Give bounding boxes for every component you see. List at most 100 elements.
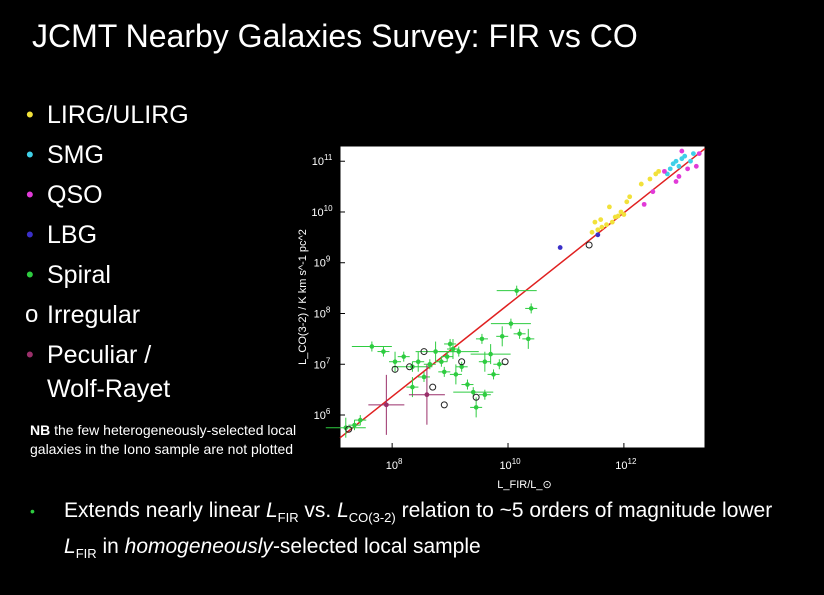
data-point	[433, 349, 438, 354]
data-point	[656, 168, 662, 174]
data-point	[673, 158, 679, 164]
footnote: NB the few heterogeneously-selected loca…	[30, 421, 305, 459]
legend-item-peculiar-cont: Wolf-Rayet	[26, 372, 189, 406]
summary-part: in	[96, 535, 125, 559]
y-axis-label: L_CO(3-2) / K km s^-1 pc^2	[297, 229, 309, 365]
y-tick-label: 109	[314, 255, 331, 270]
data-point	[604, 222, 609, 228]
data-point	[440, 401, 448, 409]
legend-list: • LIRG/ULIRG • SMG • QSO • LBG • Spiral o Irre…	[25, 98, 189, 406]
note-text: the few heterogeneously-selected local g…	[30, 422, 297, 457]
legend-item-irregular: o Irregular	[25, 298, 189, 338]
note-nb: NB	[30, 422, 51, 438]
data-point	[450, 346, 456, 352]
data-point	[488, 351, 493, 357]
legend-item-smg: • SMG	[26, 138, 189, 178]
data-point	[525, 336, 531, 342]
data-point	[482, 392, 488, 398]
legend-label: LIRG/ULIRG	[47, 101, 189, 129]
summary-subscript: FIR	[75, 546, 97, 562]
fit-line	[339, 147, 706, 439]
summary-symbol: L	[64, 535, 76, 559]
legend-item-peculiar: • Peculiar /	[26, 338, 189, 372]
data-point	[599, 224, 605, 230]
data-point	[427, 361, 433, 367]
data-point	[676, 163, 682, 169]
data-point	[497, 361, 502, 367]
legend-label: QSO	[47, 181, 103, 209]
annotation-label: Iono et al. 2009	[373, 166, 470, 182]
data-point	[650, 189, 656, 195]
data-point	[383, 402, 389, 408]
data-point	[609, 219, 615, 225]
bullet-icon: •	[30, 503, 35, 519]
data-point	[420, 348, 428, 356]
circle-icon: o	[25, 301, 39, 328]
summary-part: -selected local sample	[272, 535, 481, 559]
data-point	[624, 199, 630, 205]
data-point	[345, 425, 353, 433]
legend-label: LBG	[47, 221, 98, 249]
summary-subscript: CO(3-2)	[348, 510, 396, 526]
bullet-icon: •	[26, 262, 34, 287]
data-point	[424, 392, 430, 398]
data-point	[429, 383, 437, 391]
data-point	[607, 204, 612, 210]
data-point	[401, 354, 407, 359]
data-point	[406, 363, 414, 371]
legend-item-qso: • QSO	[26, 178, 189, 218]
data-point	[517, 331, 522, 337]
y-tick-label: 108	[314, 305, 331, 320]
data-point	[357, 417, 363, 423]
data-point	[473, 405, 479, 410]
data-point	[589, 229, 595, 235]
legend-item-lirg: • LIRG/ULIRG	[26, 98, 189, 138]
annotation-label: & JCMT NGLS field sample	[373, 193, 544, 209]
data-point	[676, 174, 682, 179]
x-axis-label: L_FIR/L_⊙	[497, 479, 551, 491]
data-point	[682, 153, 688, 159]
legend-label: SMG	[47, 141, 104, 169]
summary-part: Extends nearly linear	[64, 499, 266, 522]
data-point	[501, 358, 509, 366]
data-point	[482, 359, 488, 365]
summary-symbol: L	[337, 499, 349, 522]
data-point	[595, 227, 601, 233]
data-point	[688, 158, 693, 164]
x-tick-label: 108	[386, 457, 403, 472]
data-point	[615, 213, 621, 219]
legend-label: Spiral	[47, 261, 111, 289]
y-tick-label: 106	[314, 407, 331, 422]
data-point	[696, 151, 702, 157]
data-point	[627, 194, 633, 200]
summary-text: Extends nearly linear LFIR vs. LCO(3-2) …	[64, 496, 804, 568]
legend-label: Wolf-Rayet	[47, 375, 171, 403]
summary-subscript: FIR	[277, 510, 299, 526]
data-point	[514, 288, 520, 293]
data-point	[456, 349, 462, 354]
data-point	[453, 372, 459, 377]
data-point	[421, 374, 427, 380]
scatter-chart: 108 1010 1012 106 107 108 109 1010 1011 Iono et a…	[297, 145, 706, 491]
data-point	[441, 369, 447, 375]
summary-emphasis: homogeneously	[124, 535, 273, 559]
data-point	[392, 359, 398, 365]
data-point	[557, 245, 563, 250]
data-point	[528, 306, 534, 311]
data-point	[381, 349, 386, 354]
y-tick-label: 107	[314, 356, 331, 371]
data-point	[439, 359, 444, 365]
data-point	[647, 176, 653, 182]
data-point	[592, 219, 598, 225]
bullet-icon: •	[26, 102, 34, 127]
y-tick-label: 1010	[311, 204, 333, 219]
data-point	[369, 344, 375, 349]
bullet-icon: •	[26, 182, 34, 207]
data-point	[598, 217, 604, 222]
legend-label: Peculiar /	[47, 341, 152, 369]
y-tick-label: 1011	[312, 153, 333, 168]
data-point	[595, 232, 601, 238]
data-point	[673, 179, 679, 184]
data-point	[472, 393, 480, 401]
data-point	[458, 358, 466, 366]
